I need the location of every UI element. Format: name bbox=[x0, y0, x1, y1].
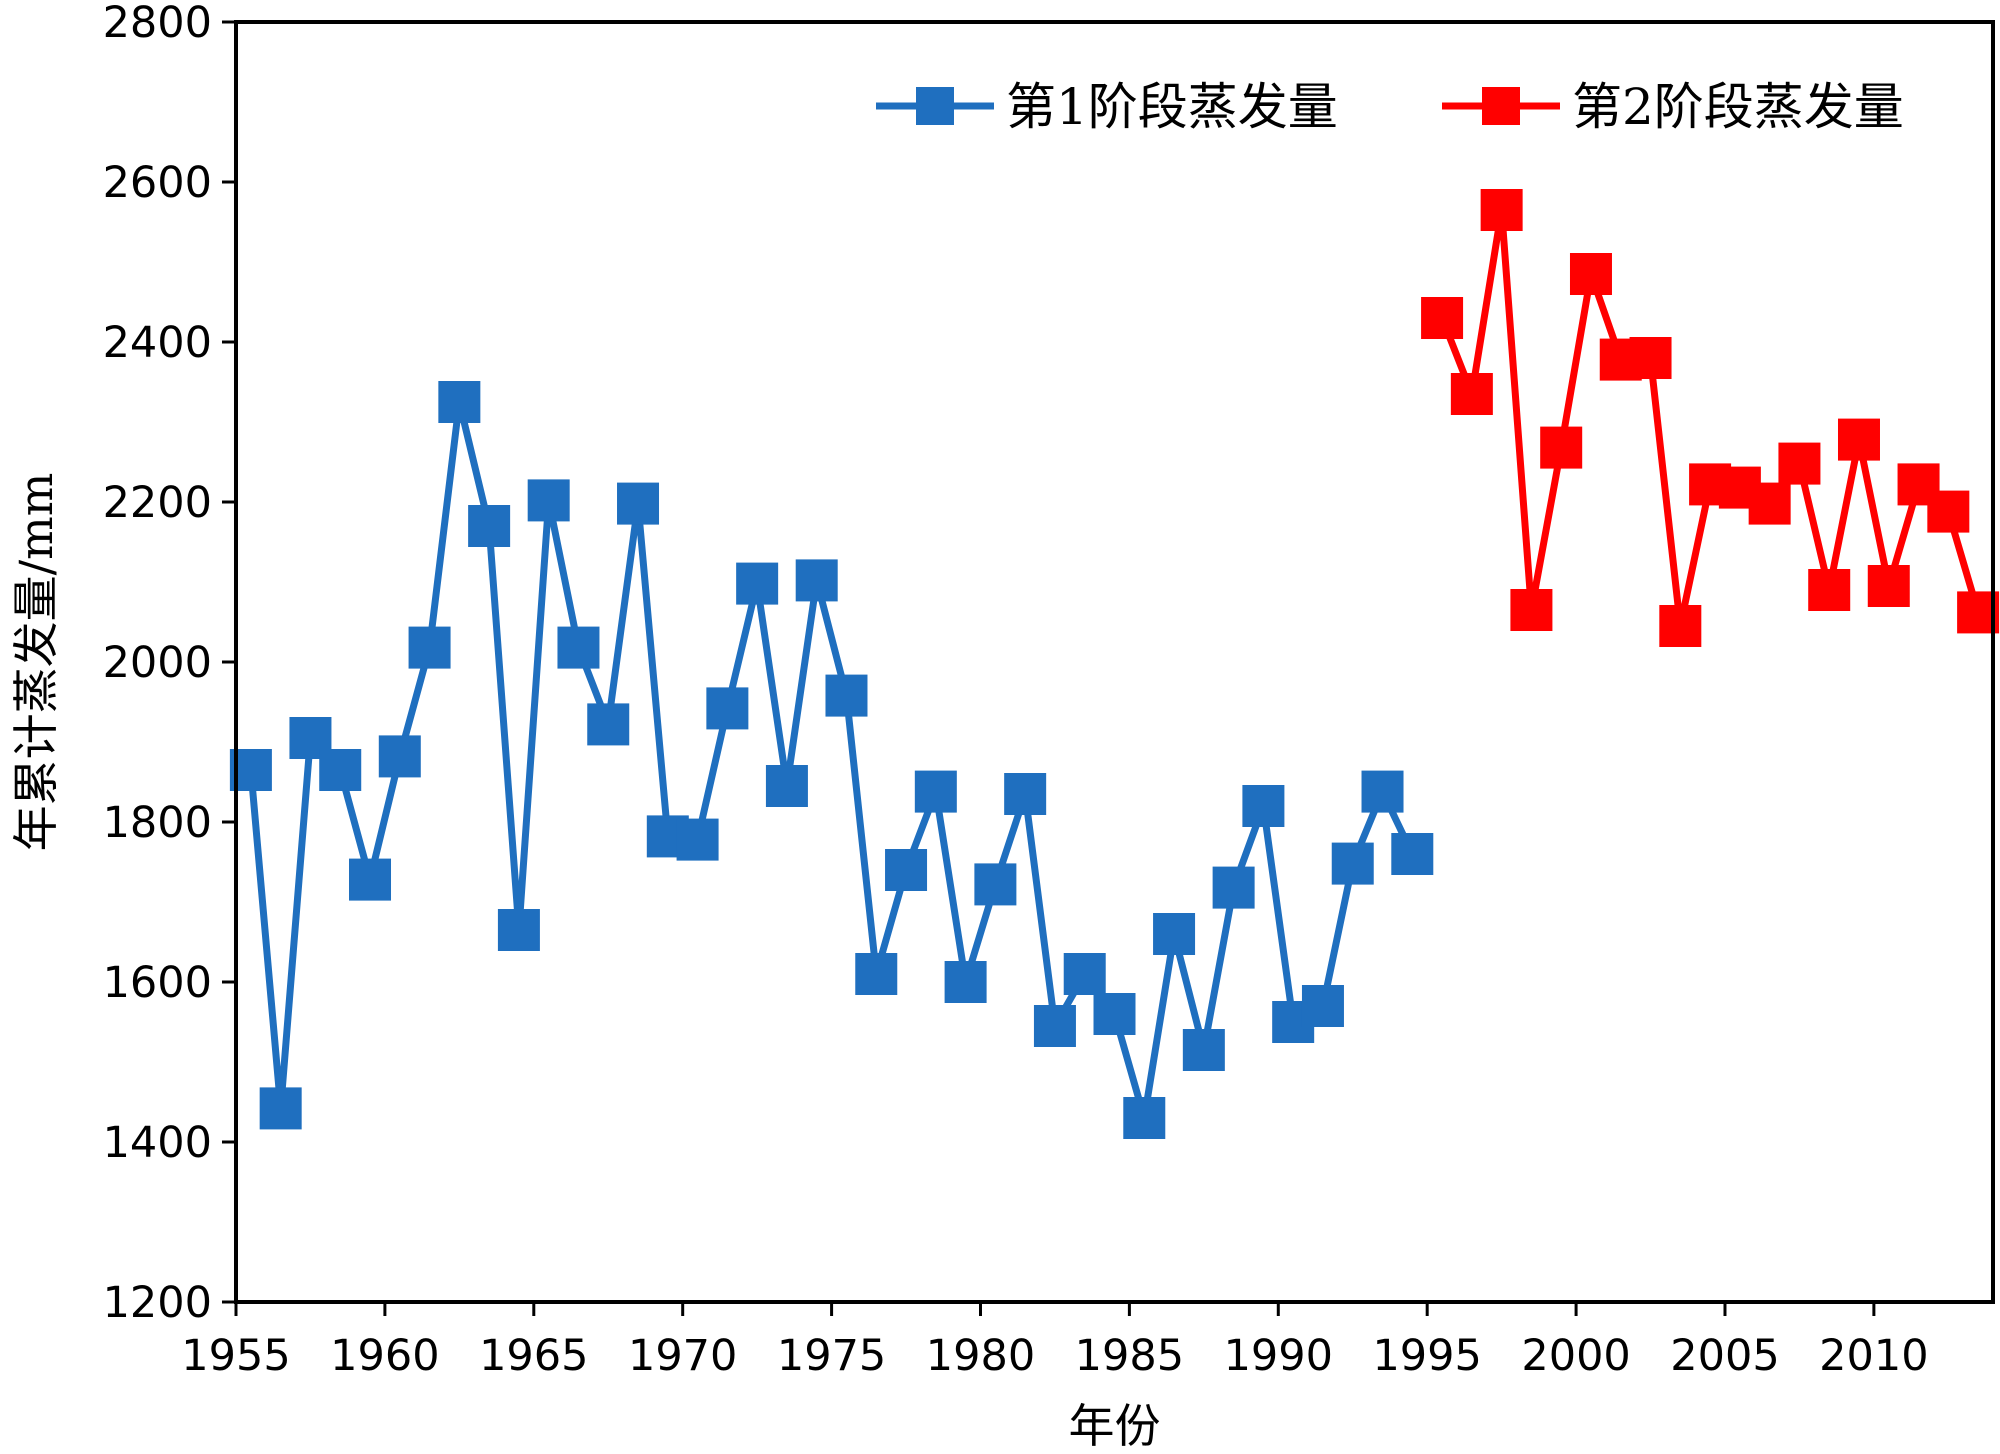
data-point bbox=[1480, 189, 1523, 231]
data-point bbox=[1361, 770, 1404, 813]
data-point bbox=[1301, 985, 1344, 1027]
data-point bbox=[1331, 842, 1374, 885]
series-1 bbox=[229, 381, 1434, 1139]
data-point bbox=[1808, 569, 1851, 611]
x-axis-title: 年份 bbox=[1069, 1399, 1161, 1453]
data-point bbox=[468, 505, 511, 547]
x-tick-label: 1995 bbox=[1372, 1331, 1481, 1381]
data-point bbox=[1867, 565, 1910, 607]
data-point bbox=[1391, 833, 1434, 875]
data-point bbox=[885, 849, 928, 891]
data-point bbox=[438, 381, 481, 423]
y-tick-label: 1400 bbox=[103, 1118, 212, 1168]
legend-marker bbox=[1482, 87, 1520, 125]
data-point bbox=[378, 735, 421, 778]
data-point bbox=[1033, 1005, 1076, 1047]
data-point bbox=[1182, 1029, 1225, 1071]
legend-entry-1: 第1阶段蒸发量 bbox=[876, 78, 1338, 136]
x-tick-label: 1990 bbox=[1224, 1331, 1333, 1381]
data-point bbox=[1242, 785, 1285, 827]
y-tick-label: 1200 bbox=[103, 1278, 212, 1328]
y-axis-title: 年累计蒸发量/mm bbox=[9, 473, 63, 852]
x-tick-label: 1960 bbox=[330, 1331, 439, 1381]
data-point bbox=[1123, 1097, 1166, 1139]
data-point bbox=[349, 858, 392, 901]
data-point bbox=[765, 765, 808, 807]
data-point bbox=[914, 770, 957, 813]
data-point bbox=[1778, 442, 1821, 485]
data-point bbox=[1569, 253, 1612, 295]
data-point bbox=[974, 863, 1017, 906]
data-point bbox=[1004, 773, 1047, 815]
y-tick-label: 2200 bbox=[103, 478, 212, 528]
x-tick-label: 1980 bbox=[926, 1331, 1035, 1381]
data-point bbox=[736, 562, 779, 605]
data-point bbox=[1450, 373, 1493, 415]
data-point bbox=[1153, 913, 1196, 955]
legend-label: 第2阶段蒸发量 bbox=[1572, 78, 1904, 136]
y-tick-label: 2800 bbox=[103, 0, 212, 48]
data-point bbox=[557, 626, 600, 669]
data-point bbox=[1748, 482, 1791, 525]
x-tick-label: 1965 bbox=[479, 1331, 588, 1381]
data-point bbox=[1093, 993, 1136, 1035]
plot-layer bbox=[229, 189, 2000, 1139]
legend-marker bbox=[916, 87, 954, 125]
data-point bbox=[1212, 866, 1255, 909]
x-tick-label: 1985 bbox=[1075, 1331, 1184, 1381]
data-point bbox=[706, 687, 749, 730]
data-point bbox=[1659, 605, 1702, 647]
data-point bbox=[855, 953, 898, 995]
x-tick-label: 1970 bbox=[628, 1331, 737, 1381]
data-point bbox=[1063, 953, 1106, 995]
data-point bbox=[587, 703, 630, 746]
data-point bbox=[617, 482, 660, 525]
data-point bbox=[1421, 297, 1464, 339]
x-tick-label: 2005 bbox=[1670, 1331, 1779, 1381]
y-tick-label: 1800 bbox=[103, 798, 212, 848]
x-tick-label: 2000 bbox=[1521, 1331, 1630, 1381]
data-point bbox=[259, 1087, 302, 1130]
data-point bbox=[497, 909, 540, 951]
axis-layer: 1955 1960 1965 1970 1975 1980 1985 1990 1995 2000… bbox=[103, 0, 1929, 1381]
series-2 bbox=[1421, 189, 2000, 647]
data-point bbox=[825, 674, 868, 717]
x-tick-label: 2010 bbox=[1819, 1331, 1928, 1381]
data-point bbox=[1927, 490, 1970, 533]
y-tick-label: 2400 bbox=[103, 318, 212, 368]
data-point bbox=[1837, 418, 1880, 461]
data-point bbox=[676, 818, 719, 861]
y-tick-label: 2600 bbox=[103, 158, 212, 208]
legend-entry-2: 第2阶段蒸发量 bbox=[1442, 78, 1904, 136]
y-tick-label: 2000 bbox=[103, 638, 212, 688]
data-point bbox=[319, 749, 362, 791]
x-tick-label: 1955 bbox=[181, 1331, 290, 1381]
legend-label: 第1阶段蒸发量 bbox=[1006, 78, 1338, 136]
series-line bbox=[1438, 209, 1982, 627]
legend: 第1阶段蒸发量 第2阶段蒸发量 bbox=[876, 78, 1904, 136]
y-tick-label: 1600 bbox=[103, 958, 212, 1008]
data-point bbox=[1510, 589, 1553, 631]
data-point bbox=[527, 479, 570, 522]
series-line bbox=[247, 401, 1416, 1119]
data-point bbox=[1540, 426, 1583, 469]
data-point bbox=[795, 559, 838, 602]
x-tick-label: 1975 bbox=[777, 1331, 886, 1381]
data-point bbox=[944, 961, 987, 1003]
data-point bbox=[408, 626, 451, 669]
data-point bbox=[1629, 337, 1672, 379]
